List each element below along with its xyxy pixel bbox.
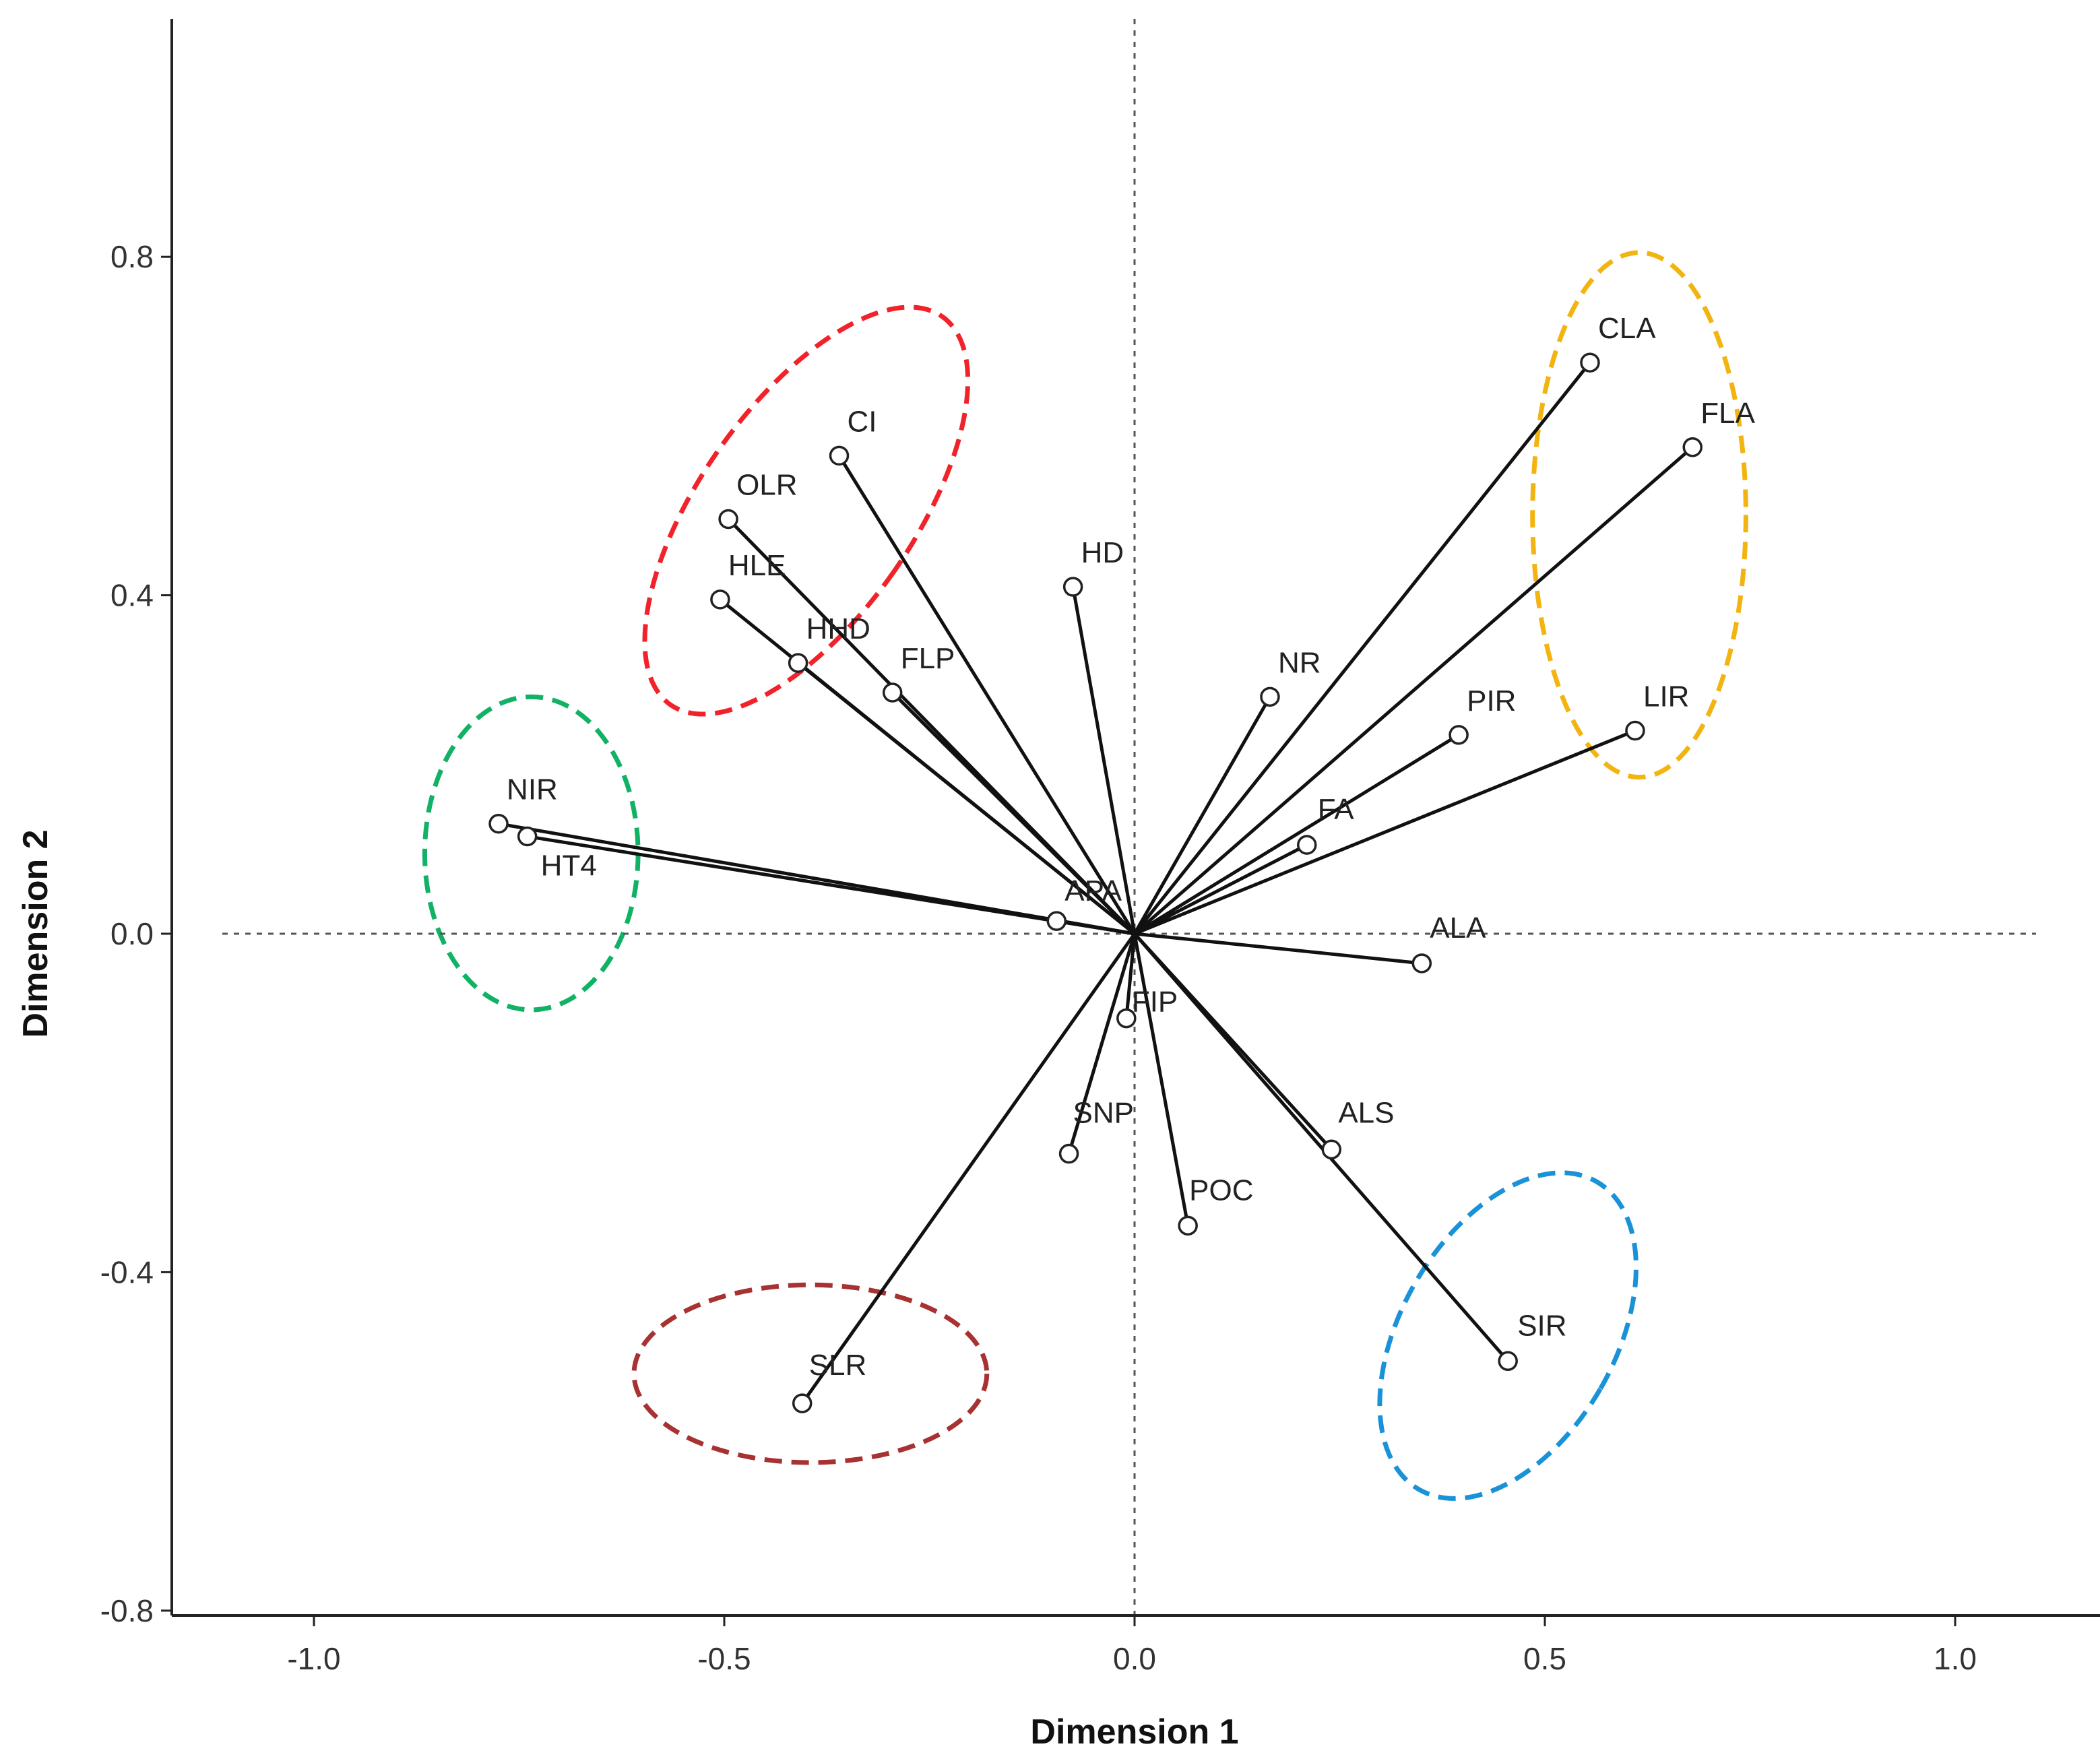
label-fip: FIP bbox=[1132, 986, 1178, 1019]
loading-vectors bbox=[498, 361, 1694, 1405]
vector-fip bbox=[1124, 933, 1137, 1019]
vector-ht4 bbox=[527, 835, 1135, 936]
point-sir bbox=[1498, 1351, 1518, 1372]
vector-flp bbox=[891, 691, 1136, 935]
point-als bbox=[1321, 1139, 1342, 1160]
point-hhd bbox=[788, 653, 808, 673]
label-snp: SNP bbox=[1073, 1097, 1134, 1130]
point-hd bbox=[1062, 577, 1083, 597]
y-tick-label: -0.8 bbox=[100, 1593, 154, 1628]
yellow-group-ellipse bbox=[1530, 250, 1748, 780]
red-group-ellipse bbox=[642, 305, 971, 717]
point-fa bbox=[1297, 835, 1317, 855]
point-fip bbox=[1116, 1008, 1137, 1029]
label-hd: HD bbox=[1081, 536, 1124, 569]
blue-group-ellipse bbox=[1377, 1170, 1638, 1501]
vector-poc bbox=[1133, 933, 1190, 1226]
ticks: -1.0 -0.5 0.0 0.5 1.0 -0.8 -0.4 0.0 0.4 0.8 bbox=[100, 239, 1977, 1676]
point-poc bbox=[1178, 1215, 1198, 1236]
vector-fa bbox=[1133, 843, 1308, 936]
label-slr: SLR bbox=[809, 1349, 867, 1382]
label-olr: OLR bbox=[736, 469, 797, 502]
x-tick-label: 0.0 bbox=[1113, 1641, 1156, 1676]
vector-nr bbox=[1133, 696, 1272, 935]
point-labels: CLA FLA CI OLR HLE HHD FLP HD NR PIR LIR FA NIR HT4 AP… bbox=[507, 312, 1756, 1382]
label-fa: FA bbox=[1318, 793, 1354, 826]
point-lir bbox=[1625, 720, 1645, 741]
label-apa: APA bbox=[1064, 874, 1122, 907]
vector-ci bbox=[837, 455, 1137, 935]
darkred-group-ellipse bbox=[631, 1282, 990, 1465]
point-hle bbox=[710, 589, 730, 610]
axes bbox=[170, 19, 2100, 1617]
vector-hd bbox=[1071, 586, 1137, 934]
point-ci bbox=[829, 445, 850, 466]
x-tick-label: -0.5 bbox=[697, 1641, 751, 1676]
label-nir: NIR bbox=[507, 773, 558, 806]
point-nir bbox=[488, 813, 509, 834]
vector-slr bbox=[800, 932, 1137, 1405]
vector-sir bbox=[1133, 932, 1510, 1362]
label-pir: PIR bbox=[1467, 684, 1516, 717]
point-slr bbox=[792, 1393, 813, 1413]
label-lir: LIR bbox=[1643, 680, 1689, 713]
vector-pir bbox=[1133, 733, 1460, 936]
vector-snp bbox=[1067, 933, 1137, 1155]
y-tick-label: 0.8 bbox=[110, 239, 154, 274]
point-flp bbox=[882, 682, 903, 703]
point-cla bbox=[1580, 352, 1600, 373]
label-ht4: HT4 bbox=[541, 850, 597, 883]
point-olr bbox=[718, 509, 738, 530]
point-ala bbox=[1411, 953, 1432, 973]
x-tick-label: 0.5 bbox=[1523, 1641, 1566, 1676]
point-fla bbox=[1682, 437, 1703, 457]
y-tick-label: 0.4 bbox=[110, 578, 154, 613]
label-flp: FLP bbox=[901, 642, 955, 675]
x-tick-label: -1.0 bbox=[287, 1641, 340, 1676]
data-points bbox=[488, 352, 1703, 1413]
vector-cla bbox=[1133, 361, 1591, 935]
label-cla: CLA bbox=[1598, 312, 1656, 345]
x-axis-title: Dimension 1 bbox=[1030, 1712, 1238, 1752]
y-axis-title: Dimension 2 bbox=[16, 829, 55, 1037]
vector-hhd bbox=[797, 662, 1136, 935]
label-ala: ALA bbox=[1430, 911, 1486, 944]
label-nr: NR bbox=[1278, 646, 1321, 679]
label-poc: POC bbox=[1189, 1174, 1253, 1207]
label-fla: FLA bbox=[1700, 397, 1755, 430]
point-nr bbox=[1260, 686, 1280, 707]
point-snp bbox=[1058, 1143, 1079, 1164]
point-pir bbox=[1449, 725, 1469, 745]
y-tick-label: -0.4 bbox=[100, 1254, 154, 1289]
y-tick-label: 0.0 bbox=[110, 916, 154, 951]
point-ht4 bbox=[517, 826, 538, 847]
green-group-ellipse bbox=[422, 694, 641, 1013]
vector-ala bbox=[1134, 932, 1422, 965]
vector-lir bbox=[1134, 729, 1636, 936]
x-tick-label: 1.0 bbox=[1934, 1641, 1977, 1676]
label-hhd: HHD bbox=[806, 612, 870, 645]
label-als: ALS bbox=[1338, 1096, 1394, 1129]
vector-apa bbox=[1056, 919, 1135, 936]
vector-fla bbox=[1133, 445, 1694, 935]
label-ci: CI bbox=[848, 405, 877, 438]
label-hle: HLE bbox=[728, 549, 786, 582]
label-sir: SIR bbox=[1517, 1309, 1566, 1342]
point-apa bbox=[1046, 911, 1067, 931]
